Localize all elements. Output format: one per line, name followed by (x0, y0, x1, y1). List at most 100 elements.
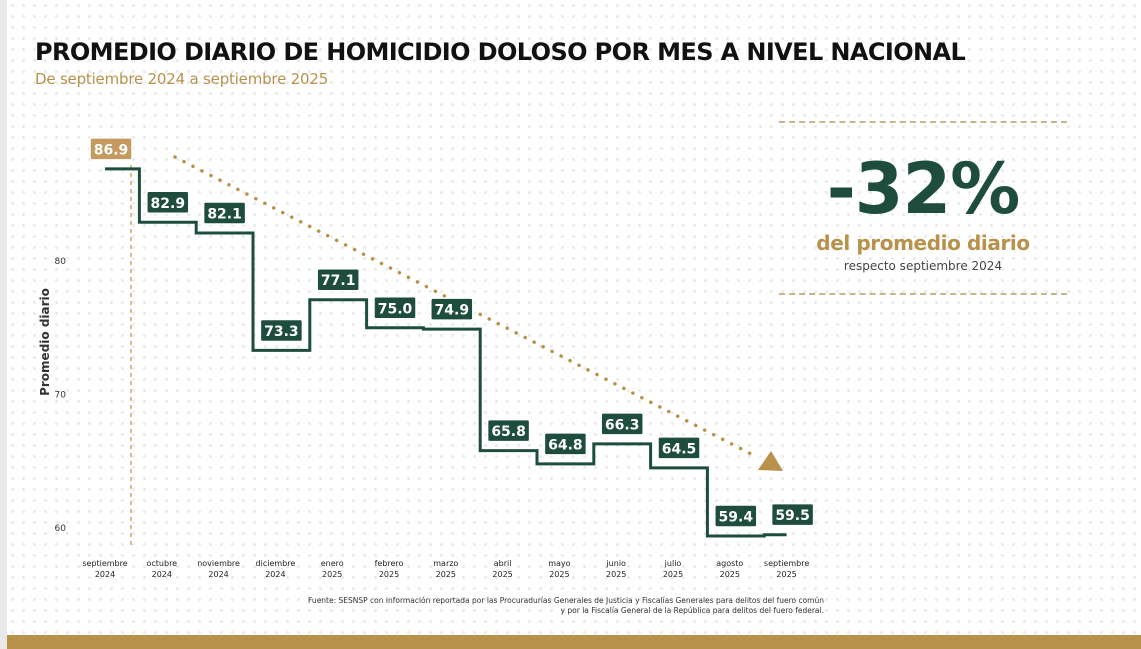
y-tick-label: 70 (55, 391, 67, 401)
step-line (105, 167, 787, 538)
x-tick-label: julio 2025 (663, 559, 683, 579)
x-tick-month: octubre (146, 559, 177, 568)
value-label: 73.3 (259, 318, 304, 343)
page-title: PROMEDIO DIARIO DE HOMICIDIO DOLOSO POR … (35, 38, 966, 66)
x-tick-label: noviembre 2024 (197, 559, 240, 579)
x-tick-label: febrero 2025 (375, 559, 404, 579)
value-label: 82.1 (202, 201, 247, 225)
value-label: 64.8 (543, 432, 588, 456)
x-tick-year: 2024 (95, 570, 115, 579)
value-label-text: 74.9 (435, 303, 470, 319)
value-label: 59.4 (714, 504, 758, 528)
value-label: 74.9 (430, 297, 474, 321)
x-tick-year: 2025 (549, 570, 569, 579)
x-tick-label: diciembre 2024 (256, 559, 296, 579)
value-label-text: 65.8 (491, 424, 526, 440)
y-axis-title: Promedio diario (38, 288, 52, 396)
value-label: 75.0 (373, 296, 417, 320)
value-label: 86.9 (89, 137, 133, 161)
x-tick-month: septiembre (764, 559, 809, 568)
x-tick-label: agosto 2025 (716, 559, 743, 579)
x-tick-year: 2025 (776, 570, 796, 579)
x-tick-month: marzo (433, 559, 458, 568)
value-label-text: 75.0 (378, 301, 413, 317)
x-tick-label: junio 2025 (605, 559, 626, 579)
value-label-box (430, 297, 474, 321)
value-label-box (146, 190, 190, 215)
value-label-text: 82.1 (207, 206, 242, 222)
value-label-box (600, 412, 644, 436)
value-label-box (657, 436, 701, 460)
value-label-text: 66.3 (605, 417, 640, 433)
x-tick-month: noviembre (197, 559, 240, 568)
x-tick-month: mayo (548, 559, 570, 568)
x-tick-year: 2025 (322, 570, 342, 579)
kpi-panel: -32% del promedio diario respecto septie… (779, 121, 1067, 295)
value-label-box (202, 201, 247, 225)
series-homicidio-doloso (105, 167, 787, 538)
y-tick-label: 80 (55, 257, 67, 267)
x-tick-month: abril (494, 559, 512, 568)
value-label-text: 77.1 (321, 273, 356, 289)
value-label-box (486, 418, 531, 443)
value-label-box (259, 318, 304, 343)
x-tick-label: abril 2025 (492, 559, 512, 579)
x-tick-label: octubre 2024 (146, 559, 177, 579)
value-label-text: 82.9 (151, 196, 186, 212)
value-label-text: 64.8 (548, 437, 583, 453)
value-label-box (89, 137, 133, 161)
value-label-text: 64.5 (662, 441, 697, 457)
y-axis: 60 70 80 Promedio diario (38, 257, 66, 534)
kpi-sublabel: respecto septiembre 2024 (843, 259, 1003, 273)
value-label-box (714, 504, 758, 528)
value-label-box (770, 502, 815, 527)
value-label: 77.1 (316, 267, 360, 292)
footer-bar (7, 635, 1141, 649)
x-tick-label: marzo 2025 (433, 559, 458, 579)
value-label-box (543, 432, 588, 456)
value-label: 65.8 (486, 418, 531, 443)
x-tick-label: mayo 2025 (548, 559, 570, 579)
x-axis: septiembre2024octubre2024noviembre2024di… (82, 559, 809, 579)
x-tick-month: febrero (375, 559, 404, 568)
x-tick-year: 2025 (663, 570, 683, 579)
x-tick-year: 2025 (379, 570, 399, 579)
kpi-label: del promedio diario (816, 231, 1030, 255)
value-label-text: 59.4 (719, 510, 754, 526)
step-line-chart: 60 70 80 Promedio diario 86.9 82.9 82.1 73.3 77… (38, 137, 815, 579)
value-label: 66.3 (600, 412, 644, 436)
x-tick-year: 2025 (720, 570, 740, 579)
x-tick-label: septiembre 2024 (82, 559, 127, 579)
x-tick-year: 2025 (492, 570, 512, 579)
y-tick-label: 60 (55, 524, 67, 534)
trend-arrowhead (758, 451, 783, 471)
source-line-1: Fuente: SESNSP con información reportada… (308, 596, 824, 605)
x-tick-year: 2024 (208, 570, 228, 579)
x-tick-month: diciembre (256, 559, 296, 568)
value-label-box (316, 267, 360, 292)
slide: PROMEDIO DIARIO DE HOMICIDIO DOLOSO POR … (7, 0, 1141, 649)
value-label-text: 59.5 (775, 508, 810, 524)
x-tick-month: junio (605, 559, 626, 568)
value-label-text: 86.9 (94, 142, 129, 158)
trend-line (173, 155, 757, 458)
kpi-top-divider (779, 121, 1067, 123)
value-labels: 86.9 82.9 82.1 73.3 77.1 75.0 74.9 65.8 64.8 66.3… (89, 137, 815, 528)
trend-arrow (130, 155, 783, 548)
x-tick-year: 2024 (265, 570, 285, 579)
value-label: 64.5 (657, 436, 701, 460)
value-label: 82.9 (146, 190, 190, 215)
x-tick-year: 2024 (152, 570, 172, 579)
source-note: Fuente: SESNSP con información reportada… (224, 596, 824, 616)
x-tick-year: 2025 (436, 570, 456, 579)
x-tick-month: enero (321, 559, 344, 568)
x-tick-label: septiembre 2025 (764, 559, 809, 579)
value-label: 59.5 (770, 502, 815, 527)
value-label-box (373, 296, 417, 320)
x-tick-month: agosto (716, 559, 743, 568)
kpi-value: -32% (826, 148, 1021, 230)
page-subtitle: De septiembre 2024 a septiembre 2025 (35, 70, 329, 88)
kpi-bottom-divider (779, 293, 1067, 295)
source-line-2: y por la Fiscalía General de la Repúblic… (560, 606, 824, 615)
x-tick-year: 2025 (606, 570, 626, 579)
